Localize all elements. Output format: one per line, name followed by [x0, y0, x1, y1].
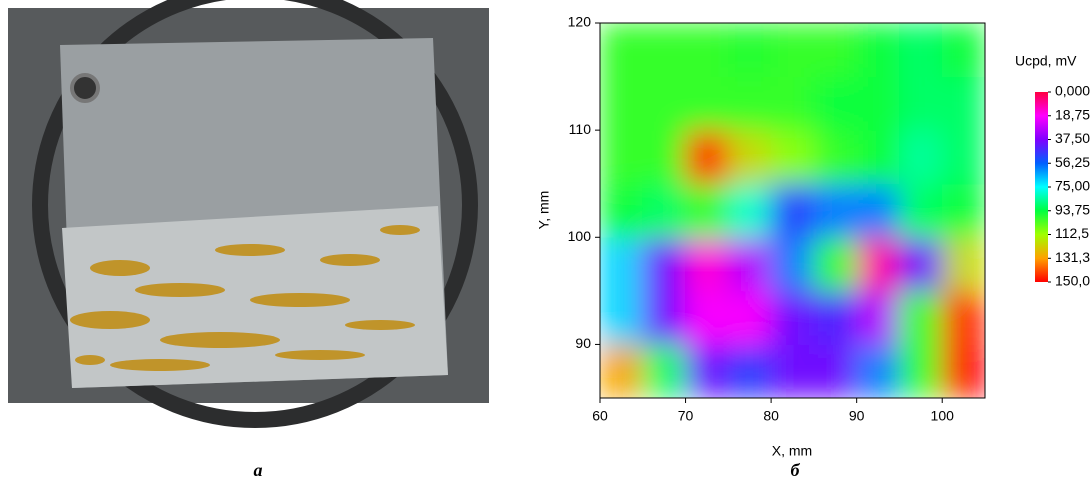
colorbar — [1035, 92, 1048, 282]
y-tick-label: 100 — [568, 228, 592, 244]
photo — [8, 0, 489, 420]
colorbar-title: Ucpd, mV — [1015, 53, 1077, 69]
colorbar-tick-label: 18,75 — [1055, 106, 1090, 122]
colorbar-tick-label: 56,25 — [1055, 154, 1090, 170]
heat-cell — [685, 290, 729, 345]
x-tick-label: 90 — [849, 408, 865, 424]
heat-cell — [642, 237, 686, 292]
heat-cell — [856, 130, 900, 185]
heat-cell — [771, 76, 815, 131]
heat-cell — [856, 23, 900, 78]
heat-cell — [728, 290, 772, 345]
x-tick-label: 100 — [931, 408, 955, 424]
heat-cell — [728, 183, 772, 238]
heat-cell — [942, 130, 986, 185]
heat-cell — [685, 23, 729, 78]
heat-cell — [728, 130, 772, 185]
heat-cell — [899, 183, 943, 238]
colorbar-tick-label: 0,000 — [1055, 83, 1090, 99]
colorbar-tick-label: 75,00 — [1055, 178, 1090, 194]
heat-cell — [813, 237, 857, 292]
heat-cell — [942, 23, 986, 78]
heat-cell — [600, 130, 644, 185]
heat-cell — [856, 344, 900, 399]
heat-cell — [600, 237, 644, 292]
heat-cell — [899, 237, 943, 292]
heat-cell — [899, 76, 943, 131]
heat-cell — [685, 183, 729, 238]
heat-cell — [771, 237, 815, 292]
x-axis-label: X, mm — [772, 443, 812, 459]
x-tick-label: 80 — [763, 408, 779, 424]
colorbar-tick-label: 112,5 — [1055, 225, 1089, 241]
heat-cell — [899, 23, 943, 78]
heat-cell — [899, 290, 943, 345]
heatmap — [600, 23, 986, 399]
panel-label: а — [254, 460, 263, 480]
heat-cell — [899, 130, 943, 185]
heat-cell — [771, 290, 815, 345]
heat-cell — [942, 237, 986, 292]
x-tick-label: 60 — [592, 408, 608, 424]
colorbar-tick-label: 37,50 — [1055, 130, 1090, 146]
heat-cell — [771, 344, 815, 399]
heat-cell — [771, 23, 815, 78]
heat-cell — [899, 344, 943, 399]
heat-cell — [600, 23, 644, 78]
heat-cell — [942, 344, 986, 399]
heat-cell — [642, 183, 686, 238]
panel-label: б — [791, 460, 801, 480]
heat-cell — [728, 23, 772, 78]
heat-cell — [771, 130, 815, 185]
figure: X, mm Y, mm Ucpd, mV а б 60 70 80 90 100 90 10… — [0, 0, 1092, 488]
heat-cell — [685, 130, 729, 185]
y-tick-label: 110 — [569, 121, 592, 137]
heat-cell — [685, 237, 729, 292]
heat-cell — [685, 76, 729, 131]
heat-cell — [813, 344, 857, 399]
heat-cell — [942, 76, 986, 131]
heat-cell — [642, 76, 686, 131]
heat-cell — [856, 183, 900, 238]
heat-cell — [728, 344, 772, 399]
heat-cell — [856, 76, 900, 131]
heat-cell — [642, 23, 686, 78]
heatmap-cells — [600, 23, 986, 399]
heat-cell — [856, 290, 900, 345]
colorbar-tick-label: 93,75 — [1055, 201, 1090, 217]
y-tick-label: 90 — [575, 335, 591, 351]
heat-cell — [813, 76, 857, 131]
heat-cell — [942, 183, 986, 238]
heat-cell — [813, 130, 857, 185]
page: X, mm Y, mm Ucpd, mV а б 60 70 80 90 100 90 10… — [0, 0, 1092, 493]
heat-cell — [685, 344, 729, 399]
heat-cell — [600, 290, 644, 345]
y-axis-label: Y, mm — [536, 191, 552, 230]
heat-cell — [600, 76, 644, 131]
heat-cell — [642, 130, 686, 185]
heat-cell — [813, 183, 857, 238]
x-tick-label: 70 — [678, 408, 694, 424]
heat-cell — [856, 237, 900, 292]
heat-cell — [600, 344, 644, 399]
heat-cell — [728, 76, 772, 131]
heat-cell — [813, 23, 857, 78]
heat-cell — [813, 290, 857, 345]
heat-cell — [942, 290, 986, 345]
colorbar-tick-label: 150,0 — [1055, 273, 1090, 289]
colorbar-tick-label: 131,3 — [1055, 249, 1090, 265]
heat-cell — [600, 183, 644, 238]
heat-cell — [642, 290, 686, 345]
heat-cell — [771, 183, 815, 238]
heat-cell — [642, 344, 686, 399]
y-tick-label: 120 — [568, 14, 592, 30]
heat-cell — [728, 237, 772, 292]
